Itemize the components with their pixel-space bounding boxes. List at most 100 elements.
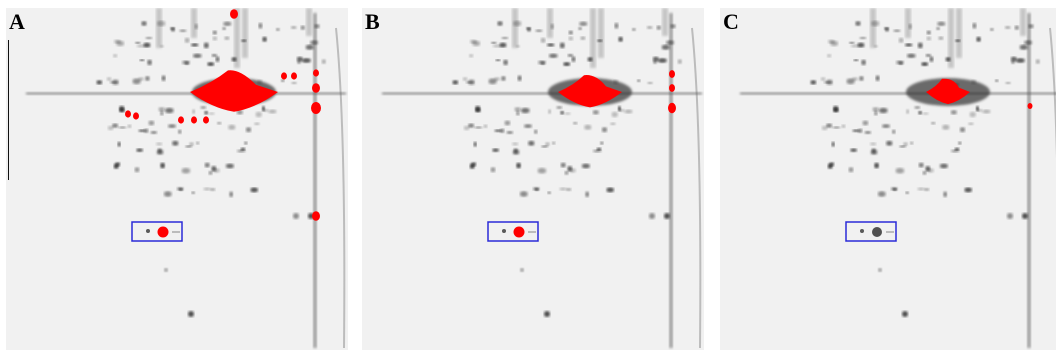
protein-spot — [223, 21, 232, 26]
protein-spot — [875, 75, 880, 81]
protein-spot — [548, 53, 558, 58]
selection-box — [131, 221, 183, 242]
protein-spot — [492, 148, 499, 152]
protein-spot — [617, 106, 621, 112]
protein-spot — [601, 127, 608, 133]
protein-spot — [106, 77, 112, 81]
protein-spot — [596, 147, 602, 151]
panel-label-c: C — [723, 9, 739, 34]
protein-spot — [1011, 60, 1015, 64]
edge-smear — [1049, 27, 1056, 159]
protein-spot — [463, 125, 470, 131]
lane-streak — [870, 8, 876, 48]
panel-label-b: B — [365, 9, 380, 34]
protein-spot — [618, 36, 623, 42]
protein-spot — [164, 107, 174, 114]
protein-spot — [163, 191, 172, 197]
protein-spot — [905, 43, 913, 47]
protein-spot — [160, 45, 164, 48]
protein-spot — [600, 141, 604, 145]
protein-spot — [564, 112, 571, 115]
protein-spot — [870, 20, 880, 27]
protein-spot — [661, 44, 670, 50]
protein-spot — [890, 187, 898, 191]
protein-spot — [168, 124, 176, 128]
protein-spot — [870, 142, 877, 146]
lane-streak — [662, 8, 668, 36]
protein-spot — [560, 162, 566, 168]
protein-spot — [611, 111, 618, 118]
protein-spot — [136, 44, 146, 48]
protein-spot — [1005, 81, 1011, 85]
lane-streak — [598, 8, 604, 58]
highlighted-spot — [313, 69, 319, 77]
protein-spot — [982, 109, 991, 114]
protein-spot — [524, 124, 532, 128]
protein-spot — [550, 23, 554, 30]
protein-spot — [156, 20, 166, 27]
protein-spot — [222, 27, 226, 31]
protein-spot — [666, 40, 675, 45]
protein-spot — [490, 167, 496, 173]
protein-spot — [191, 191, 195, 194]
protein-spot — [898, 61, 903, 65]
protein-spot — [624, 109, 633, 114]
vertical-rule — [8, 40, 9, 180]
highlighted-spot — [281, 72, 287, 80]
lane-streak — [956, 8, 962, 58]
protein-spot — [925, 54, 931, 57]
protein-spot — [291, 81, 297, 85]
protein-spot — [564, 171, 569, 175]
protein-spot — [548, 109, 552, 114]
protein-spot — [192, 109, 196, 114]
protein-spot — [208, 112, 215, 115]
protein-spot — [495, 59, 501, 62]
protein-spot — [127, 124, 132, 128]
protein-spot — [931, 121, 936, 125]
protein-spot — [810, 80, 817, 85]
protein-spot — [652, 56, 659, 62]
protein-spot — [656, 25, 661, 30]
protein-spot — [164, 268, 168, 272]
protein-spot — [1028, 24, 1034, 29]
protein-spot — [547, 43, 555, 47]
protein-spot — [579, 21, 588, 26]
protein-spot — [212, 30, 217, 35]
highlighted-spot — [1027, 103, 1033, 109]
protein-spot — [1024, 40, 1033, 45]
protein-spot — [492, 44, 502, 48]
highlighted-spot — [203, 116, 209, 124]
protein-spot — [136, 148, 144, 152]
horizontal-streak — [26, 92, 346, 95]
protein-spot — [571, 56, 576, 62]
protein-spot — [473, 141, 477, 147]
protein-spot — [910, 141, 914, 145]
protein-spot — [922, 171, 927, 175]
gel-panel-c: C — [720, 8, 1056, 350]
protein-spot — [968, 122, 974, 126]
protein-spot — [871, 148, 876, 154]
horizontal-streak — [382, 92, 702, 95]
protein-spot — [830, 40, 839, 47]
lane-streak — [948, 8, 954, 68]
protein-spot — [519, 191, 528, 197]
protein-spot — [906, 53, 916, 58]
protein-spot — [147, 59, 153, 66]
protein-spot — [321, 59, 326, 64]
protein-spot — [677, 59, 682, 64]
protein-spot — [670, 24, 676, 29]
protein-spot — [592, 110, 599, 115]
protein-spot — [135, 41, 141, 44]
protein-spot — [116, 40, 125, 47]
protein-spot — [107, 125, 114, 131]
protein-spot — [297, 60, 301, 64]
protein-spot — [846, 78, 855, 85]
protein-spot — [261, 106, 265, 112]
gel-background — [362, 8, 704, 350]
protein-spot — [113, 54, 118, 58]
protein-spot — [544, 311, 550, 317]
protein-spot — [118, 126, 127, 129]
protein-spot — [921, 62, 929, 66]
protein-spot — [300, 25, 305, 30]
protein-spot — [176, 187, 184, 191]
